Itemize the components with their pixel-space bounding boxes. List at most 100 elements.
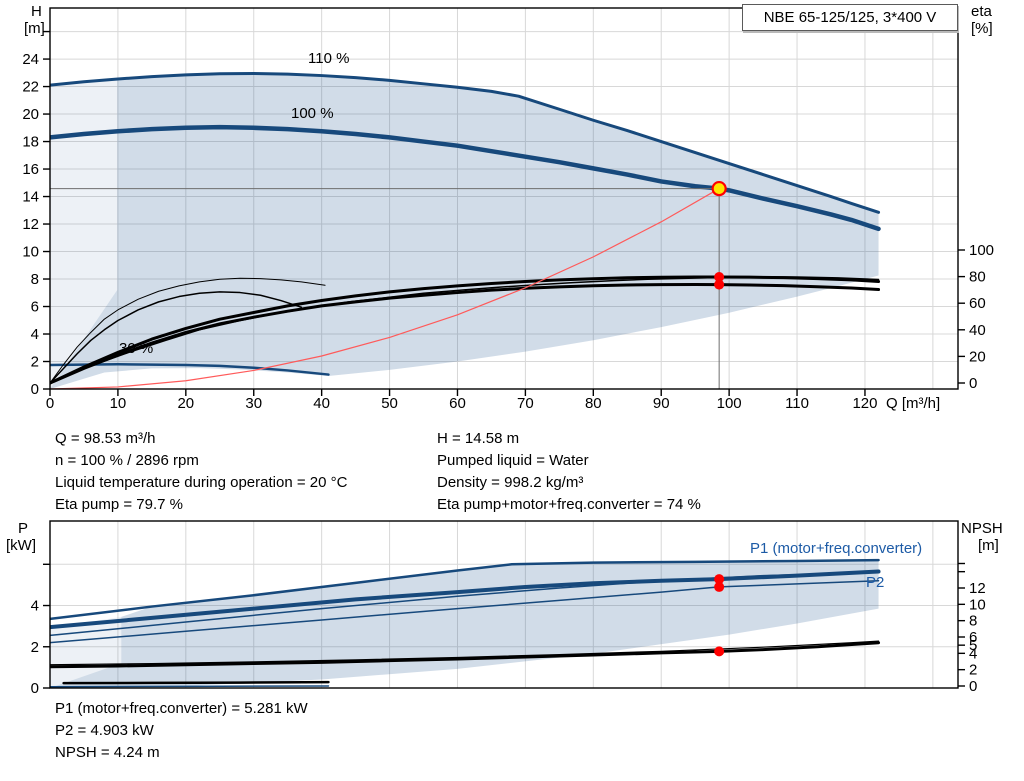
eta-axis-label: eta [971,3,992,20]
tick-label: 12 [969,580,986,597]
p-30pct-curve [50,685,330,688]
tick-label: 0 [31,381,39,398]
tick-label: 0 [46,395,54,412]
curve-label-30pct: 30 % [119,340,154,357]
tick-label: 10 [110,395,127,412]
tick-label: 12 [22,216,39,233]
p2-point-marker [714,581,725,592]
power-data: P1 (motor+freq.converter) = 5.281 kW P2 … [55,698,308,764]
tick-label: 90 [653,395,670,412]
tick-label: 14 [22,189,39,206]
density-value: Density = 998.2 kg/m³ [437,474,584,491]
npsh-point-marker [714,646,725,657]
tick-label: 16 [22,161,39,178]
eta-total-point-marker [714,279,725,290]
p2-100pct-curve [50,580,880,644]
eta-total-100pct-curve [50,282,881,385]
axis-ticks: 0 10 20 30 40 50 60 70 80 90 100 110 120024681012141… [22,30,994,412]
p2-value: P2 = 4.903 kW [55,722,154,739]
system-curve-curve [50,187,720,389]
eta-pump-100pct-curve [50,275,881,385]
tick-label: 8 [969,613,977,630]
power-envelope [50,560,879,688]
head-100pct-curve [50,124,881,232]
tick-label: 40 [313,395,330,412]
h-value: H = 14.58 m [437,430,520,447]
tick-label: 6 [969,629,977,646]
p2-110pct-curve [50,571,880,637]
pumped-liquid-value: Pumped liquid = Water [437,452,589,469]
tick-label: 5 [969,637,977,654]
plot-frame [49,7,959,390]
p1-110pct-curve [50,558,880,621]
curve-label-100pct: 100 % [291,105,334,122]
pump-data-right: H = 14.58 m Pumped liquid = Water Densit… [437,428,701,516]
curve-label-p2: P2 [866,574,885,591]
tick-label: 110 [785,395,809,412]
tick-label: 20 [22,106,39,123]
tick-label: 8 [31,271,39,288]
eta-total-value: Eta pump+motor+freq.converter = 74 % [437,496,701,513]
curve-label-p1: P1 (motor+freq.converter) [750,540,923,557]
gridlines [50,8,958,389]
tick-label: 4 [31,598,39,615]
npsh-110pct-curve [50,640,880,666]
tick-label: 80 [585,395,602,412]
tick-label: 10 [969,596,986,613]
tick-label: 2 [969,662,977,679]
head-30pct-curve [50,363,330,376]
curve-label-110pct: 110 % [308,50,350,67]
npsh-value: NPSH = 4.24 m [55,744,160,761]
tick-label: 60 [449,395,466,412]
npsh-axis-label: NPSH [961,520,1003,537]
p1-point-marker [714,574,725,585]
p1-100pct-curve [50,569,881,630]
speed-value: n = 100 % / 2896 rpm [55,452,199,469]
tick-label: 4 [969,645,977,662]
tick-label: 100 [717,395,742,412]
tick-label: 40 [969,322,986,339]
npsh-100pct-curve [50,641,881,669]
tick-label: 20 [969,348,986,365]
tick-label: 6 [31,299,39,316]
tick-label: 10 [22,244,39,261]
eta-axis-unit: [%] [971,20,993,37]
tick-label: 30 [245,395,262,412]
tick-label: 0 [31,680,39,697]
tick-label: 24 [22,51,39,68]
tick-label: 4 [31,326,39,343]
low-flow-region [50,78,118,389]
tick-label: 120 [852,395,877,412]
tick-label: 2 [31,639,39,656]
tick-label: 50 [381,395,398,412]
q-value: Q = 98.53 m³/h [55,430,156,447]
tick-label: 22 [22,79,39,96]
p-axis-unit: [kW] [6,537,36,554]
liquid-temperature-value: Liquid temperature during operation = 20… [55,474,348,491]
eta-pump-30pct-curve [50,277,326,384]
p1-value: P1 (motor+freq.converter) = 5.281 kW [55,700,308,717]
tick-label: 20 [177,395,194,412]
h-axis-unit: [m] [24,20,45,37]
npsh-axis-unit: [m] [978,537,999,554]
power-low-flow-region [50,616,122,688]
pump-data-left: Q = 98.53 m³/h n = 100 % / 2896 rpm Liqu… [55,428,347,516]
q-axis-label: Q [m³/h] [886,395,941,412]
eta-total-30pct-curve [50,291,303,384]
npsh-30pct-curve [62,680,330,685]
tick-label: 80 [969,269,986,286]
pump-curve-chart: 0 10 20 30 40 50 60 70 80 90 100 110 120024681012141… [22,7,994,412]
tick-label: 2 [31,354,39,371]
duty-point-marker [711,180,727,197]
tick-label: 70 [517,395,534,412]
tick-label: 100 [969,242,994,259]
tick-label: 18 [22,134,39,151]
tick-label: 0 [969,678,977,695]
p-axis-label: P [18,520,29,537]
eta-pump-value: Eta pump = 79.7 % [55,496,183,513]
head-110pct-curve [50,71,881,214]
